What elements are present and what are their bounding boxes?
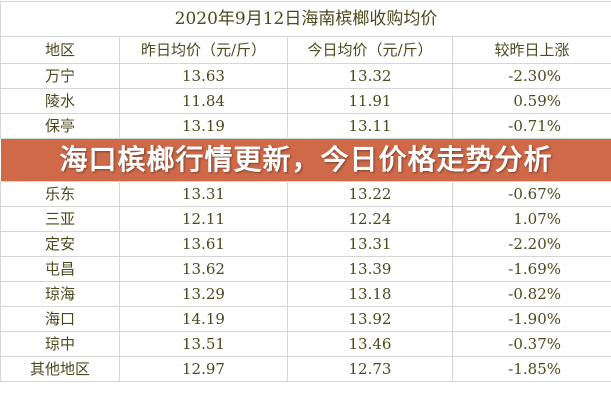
yesterday-price-cell: 13.63 — [119, 63, 288, 89]
headline-banner-inner: 海口槟榔行情更新，今日价格走势分析 — [1, 139, 611, 181]
today-price-cell: 11.91 — [287, 88, 453, 114]
change-cell: 1.07% — [451, 206, 611, 232]
yesterday-price-cell: 13.31 — [119, 181, 288, 207]
change-cell: 0.59% — [451, 88, 611, 114]
yesterday-price-cell: 14.19 — [119, 306, 288, 332]
yesterday-price-cell: 11.84 — [119, 88, 288, 114]
change-cell: -2.30% — [451, 63, 611, 89]
yesterday-price-cell: 13.19 — [119, 113, 288, 139]
table-row: 屯昌 13.62 13.39 -1.69% — [0, 256, 611, 282]
today-price-cell: 13.92 — [287, 306, 453, 332]
today-price-cell: 13.11 — [287, 113, 453, 139]
table-row: 海口 14.19 13.92 -1.90% — [0, 306, 611, 332]
yesterday-price-cell: 12.11 — [119, 206, 288, 232]
region-cell: 万宁 — [0, 63, 120, 89]
change-cell: -0.82% — [451, 281, 611, 307]
region-cell: 三亚 — [0, 206, 120, 232]
table-row: 琼海 13.29 13.18 -0.82% — [0, 281, 611, 307]
today-price-cell: 12.24 — [287, 206, 453, 232]
header-yesterday: 昨日均价（元/斤） — [119, 36, 288, 64]
change-cell: -2.20% — [451, 231, 611, 257]
table-row: 定安 13.61 13.31 -2.20% — [0, 231, 611, 257]
change-cell: -0.37% — [451, 331, 611, 357]
today-price-cell: 12.73 — [287, 356, 453, 382]
region-cell: 定安 — [0, 231, 120, 257]
today-price-cell: 13.46 — [287, 331, 453, 357]
headline-banner: 海口槟榔行情更新，今日价格走势分析 — [0, 138, 611, 182]
table-row: 乐东 13.31 13.22 -0.67% — [0, 181, 611, 207]
today-price-cell: 13.18 — [287, 281, 453, 307]
yesterday-price-cell: 13.61 — [119, 231, 288, 257]
headline-banner-row: 海口槟榔行情更新，今日价格走势分析 — [0, 138, 611, 182]
change-cell: -1.85% — [451, 356, 611, 382]
region-cell: 琼海 — [0, 281, 120, 307]
table-row: 陵水 11.84 11.91 0.59% — [0, 88, 611, 114]
header-change: 较昨日上涨 — [451, 36, 611, 64]
change-cell: -0.71% — [451, 113, 611, 139]
region-cell: 屯昌 — [0, 256, 120, 282]
region-cell: 保亭 — [0, 113, 120, 139]
region-cell: 海口 — [0, 306, 120, 332]
yesterday-price-cell: 12.97 — [119, 356, 288, 382]
today-price-cell: 13.32 — [287, 63, 453, 89]
change-cell: -1.90% — [451, 306, 611, 332]
headline-text: 海口槟榔行情更新，今日价格走势分析 — [59, 143, 553, 176]
table-row: 保亭 13.19 13.11 -0.71% — [0, 113, 611, 139]
change-cell: -0.67% — [451, 181, 611, 207]
today-price-cell: 13.39 — [287, 256, 453, 282]
change-cell: -1.69% — [451, 256, 611, 282]
table-row: 万宁 13.63 13.32 -2.30% — [0, 63, 611, 89]
region-cell: 其他地区 — [0, 356, 120, 382]
today-price-cell: 13.31 — [287, 231, 453, 257]
table-row: 三亚 12.11 12.24 1.07% — [0, 206, 611, 232]
header-today: 今日均价（元/斤） — [287, 36, 453, 64]
region-cell: 陵水 — [0, 88, 120, 114]
today-price-cell: 13.22 — [287, 181, 453, 207]
yesterday-price-cell: 13.29 — [119, 281, 288, 307]
yesterday-price-cell: 13.62 — [119, 256, 288, 282]
region-cell: 乐东 — [0, 181, 120, 207]
table-row: 其他地区 12.97 12.73 -1.85% — [0, 356, 611, 382]
price-table: 2020年9月12日海南槟榔收购均价 地区 昨日均价（元/斤） 今日均价（元/斤… — [0, 1, 611, 382]
table-title: 2020年9月12日海南槟榔收购均价 — [0, 1, 611, 37]
header-region: 地区 — [0, 36, 120, 64]
region-cell: 琼中 — [0, 331, 120, 357]
yesterday-price-cell: 13.51 — [119, 331, 288, 357]
table-row: 琼中 13.51 13.46 -0.37% — [0, 331, 611, 357]
